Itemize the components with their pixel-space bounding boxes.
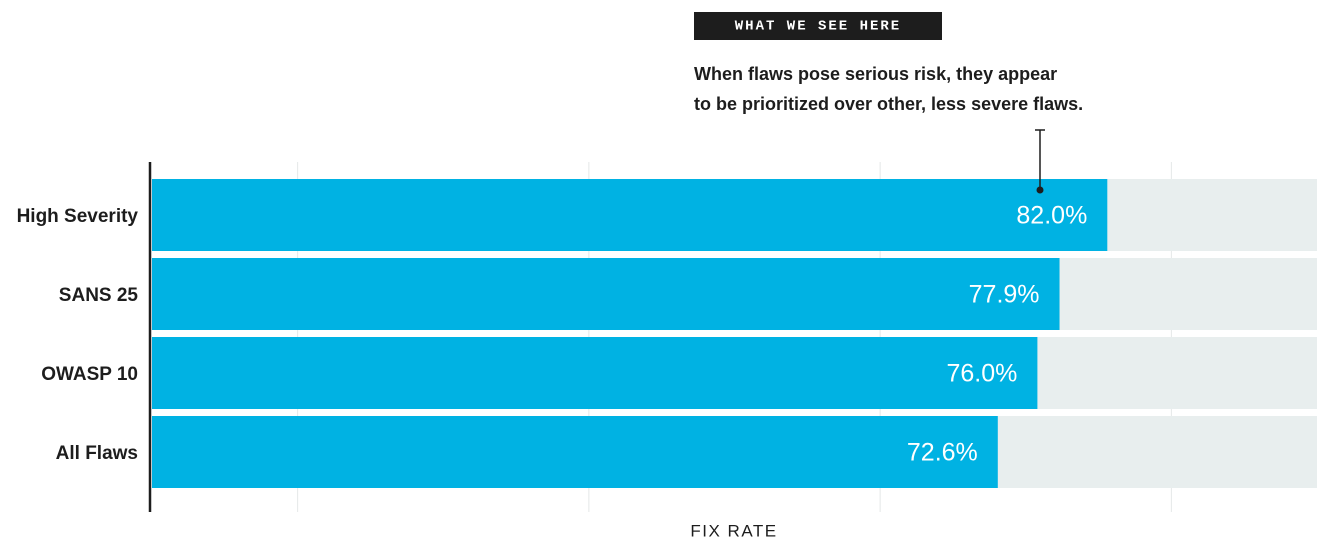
y-tick-label: SANS 25: [59, 285, 139, 306]
annotation-tag-box: [694, 12, 942, 40]
bar: [152, 179, 1108, 251]
bar: [152, 337, 1038, 409]
value-label: 72.6%: [907, 439, 978, 467]
bar: [152, 258, 1060, 330]
value-label: 77.9%: [969, 281, 1040, 309]
y-tick-label: High Severity: [17, 206, 139, 227]
annotation-line: When flaws pose serious risk, they appea…: [694, 64, 1057, 84]
y-tick-label: All Flaws: [56, 443, 138, 464]
value-label: 76.0%: [947, 360, 1018, 388]
annotation-line: to be prioritized over other, less sever…: [694, 94, 1083, 114]
y-tick-label: OWASP 10: [41, 364, 138, 385]
bar: [152, 416, 998, 488]
value-label: 82.0%: [1016, 202, 1087, 230]
annotation-dot: [1036, 186, 1044, 194]
x-axis-label: FIX RATE: [690, 521, 777, 540]
annotation-tag: WHAT WE SEE HERE: [735, 19, 901, 35]
